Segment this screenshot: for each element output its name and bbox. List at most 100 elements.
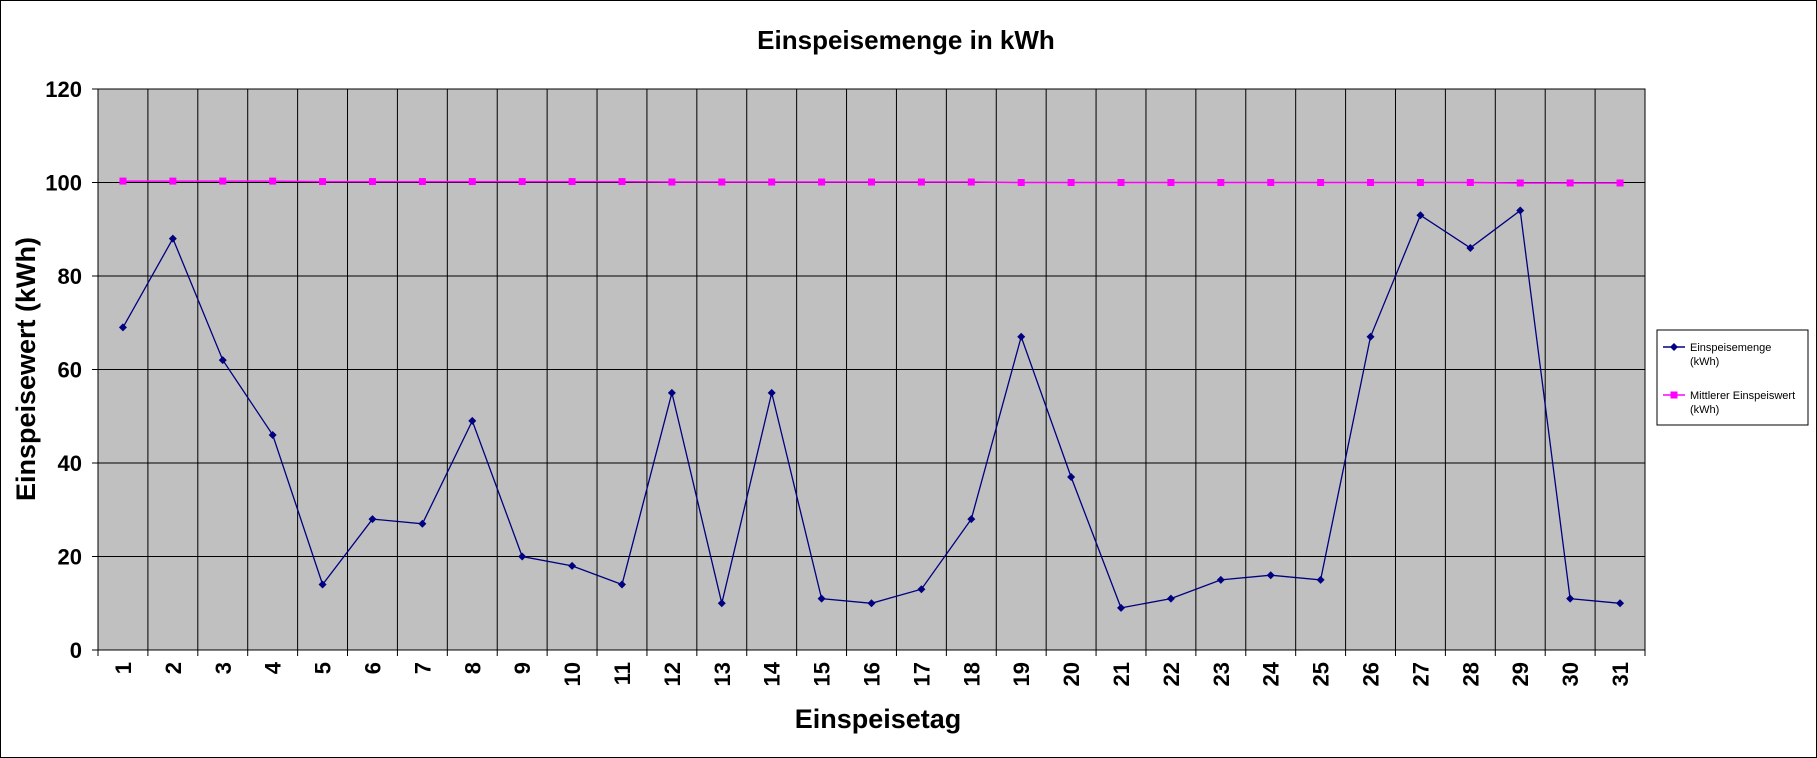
data-point-einspeisemenge [1366,332,1375,341]
x-tick-label: 9 [510,662,535,674]
x-tick-label: 21 [1109,662,1134,686]
x-tick-label: 20 [1059,662,1084,686]
data-point-mittlerer-einspeiswert [119,177,127,185]
chart-title: Einspeisemenge in kWh [757,25,1055,55]
x-tick-label: 25 [1309,662,1334,686]
data-point-einspeisemenge [867,599,876,608]
data-point-mittlerer-einspeiswert [169,177,177,185]
data-point-einspeisemenge [1616,599,1625,608]
legend-box [1656,329,1809,426]
data-series [118,177,1625,612]
data-point-einspeisemenge [168,234,177,243]
data-point-einspeisemenge [1017,332,1026,341]
data-point-einspeisemenge [1516,206,1525,215]
x-tick-label: 3 [211,662,236,674]
x-tick-label: 7 [410,662,435,674]
x-tick-label: 19 [1009,662,1034,686]
data-point-einspeisemenge [1466,243,1475,252]
data-point-einspeisemenge [967,515,976,524]
data-point-mittlerer-einspeiswert [1516,179,1524,187]
data-point-mittlerer-einspeiswert [368,178,376,186]
data-point-einspeisemenge [268,430,277,439]
x-tick-label: 28 [1458,662,1483,686]
x-axis-title: Einspeisetag [795,704,962,734]
x-tick-label: 6 [360,662,385,674]
data-point-mittlerer-einspeiswert [967,178,975,186]
data-point-mittlerer-einspeiswert [418,178,426,186]
x-tick-label: 31 [1608,662,1633,686]
x-tick-label: 15 [810,662,835,686]
grid-lines [97,88,1646,651]
data-point-mittlerer-einspeiswert [1017,179,1025,186]
x-tick-label: 30 [1558,662,1583,686]
data-point-einspeisemenge [617,580,626,589]
y-tick-label: 20 [58,545,82,570]
legend-label-einspeisemenge-unit: (kWh) [1690,356,1719,368]
data-point-einspeisemenge [1216,575,1225,584]
data-point-mittlerer-einspeiswert [269,177,277,185]
data-point-mittlerer-einspeiswert [568,178,576,186]
x-tick-label: 13 [710,662,735,686]
data-point-einspeisemenge [1416,211,1425,220]
data-point-mittlerer-einspeiswert [1317,179,1325,186]
data-point-einspeisemenge [368,515,377,524]
y-tick-label: 120 [45,77,82,102]
data-point-mittlerer-einspeiswert [518,178,526,186]
data-point-mittlerer-einspeiswert [1416,179,1424,186]
y-tick-label: 0 [70,638,82,663]
data-point-mittlerer-einspeiswert [1267,179,1275,186]
x-tick-label: 8 [460,662,485,674]
data-point-mittlerer-einspeiswert [917,178,925,186]
data-point-einspeisemenge [1566,594,1575,603]
data-point-einspeisemenge [1316,575,1325,584]
data-point-einspeisemenge [568,561,577,570]
data-point-mittlerer-einspeiswert [868,178,875,186]
x-tick-label: 14 [760,661,785,686]
y-tick-label: 60 [58,358,82,383]
data-point-mittlerer-einspeiswert [1466,179,1474,186]
data-point-mittlerer-einspeiswert [1217,179,1225,186]
y-tick-label: 80 [58,264,82,289]
x-tick-label: 29 [1508,662,1533,686]
data-point-einspeisemenge [118,323,127,332]
data-point-einspeisemenge [518,552,527,561]
data-point-einspeisemenge [817,594,826,603]
data-point-mittlerer-einspeiswert [1167,179,1175,186]
data-point-mittlerer-einspeiswert [668,178,676,186]
x-tick-label: 22 [1159,662,1184,686]
x-tick-label: 11 [610,662,635,685]
x-tick-label: 18 [959,662,984,686]
legend-label-mittlerer-einspeiswert: Mittlerer Einspeiswert [1690,390,1795,402]
x-tick-label: 16 [860,662,885,686]
data-point-mittlerer-einspeiswert [1067,179,1075,186]
x-tick-label: 5 [311,662,336,674]
legend-label-einspeisemenge: Einspeisemenge [1690,342,1771,354]
data-point-mittlerer-einspeiswert [618,178,626,186]
data-point-mittlerer-einspeiswert [319,178,327,186]
data-point-mittlerer-einspeiswert [1616,179,1624,187]
data-point-einspeisemenge [218,356,227,365]
data-point-mittlerer-einspeiswert [818,178,826,186]
y-tick-label: 100 [45,171,82,196]
y-axis-title: Einspeisewert (kWh) [11,237,41,501]
data-point-einspeisemenge [1067,473,1076,482]
data-point-einspeisemenge [717,599,726,608]
data-point-einspeisemenge [468,416,477,425]
legend-label-mittlerer-einspeiswert-unit: (kWh) [1690,404,1719,416]
x-tick-label: 1 [111,662,136,674]
data-point-einspeisemenge [418,519,427,528]
legend-marker-einspeisemenge [1670,343,1678,351]
y-tick-label: 40 [58,451,82,476]
data-point-einspeisemenge [1266,571,1275,580]
data-point-mittlerer-einspeiswert [468,178,476,186]
data-point-mittlerer-einspeiswert [1117,179,1125,186]
x-tick-label: 24 [1259,661,1284,686]
data-point-mittlerer-einspeiswert [718,178,726,186]
data-point-einspeisemenge [318,580,327,589]
data-point-mittlerer-einspeiswert [1367,179,1375,186]
x-tick-label: 27 [1408,662,1433,686]
x-tick-label: 26 [1359,662,1384,686]
x-tick-label: 4 [261,661,286,674]
x-tick-label: 12 [660,662,685,686]
